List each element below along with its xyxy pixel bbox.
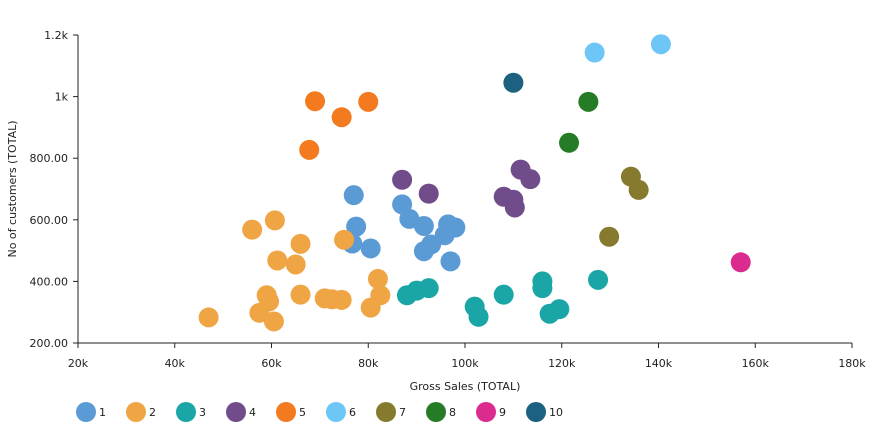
data-point-series-1[interactable] bbox=[440, 251, 461, 272]
legend-item-10[interactable]: 10 bbox=[526, 402, 563, 422]
data-point-series-2[interactable] bbox=[367, 268, 388, 289]
data-point-series-2[interactable] bbox=[290, 233, 311, 254]
data-point-series-4[interactable] bbox=[520, 169, 541, 190]
data-point-series-2[interactable] bbox=[290, 284, 311, 305]
legend-label: 8 bbox=[449, 406, 456, 419]
data-point-series-2[interactable] bbox=[264, 210, 285, 231]
legend-item-3[interactable]: 3 bbox=[176, 402, 206, 422]
data-point-series-1[interactable] bbox=[360, 238, 381, 259]
data-point-series-5[interactable] bbox=[331, 107, 352, 128]
y-tick-label: 1.2k bbox=[44, 29, 68, 42]
legend-item-9[interactable]: 9 bbox=[476, 402, 506, 422]
data-point-series-6[interactable] bbox=[584, 42, 605, 63]
data-point-series-5[interactable] bbox=[358, 91, 379, 112]
legend-item-4[interactable]: 4 bbox=[226, 402, 256, 422]
y-tick-label: 800.00 bbox=[30, 152, 69, 165]
legend-marker-9 bbox=[476, 402, 496, 422]
x-tick-label: 20k bbox=[68, 357, 89, 370]
legend-marker-8 bbox=[426, 402, 446, 422]
data-point-series-2[interactable] bbox=[259, 291, 280, 312]
data-point-series-8[interactable] bbox=[578, 91, 599, 112]
x-tick-label: 40k bbox=[165, 357, 186, 370]
data-point-series-1[interactable] bbox=[445, 217, 466, 238]
data-point-series-1[interactable] bbox=[346, 216, 367, 237]
data-point-series-2[interactable] bbox=[334, 229, 355, 250]
data-point-series-4[interactable] bbox=[392, 169, 413, 190]
data-point-series-4[interactable] bbox=[418, 183, 439, 204]
data-point-series-3[interactable] bbox=[549, 299, 570, 320]
data-point-series-7[interactable] bbox=[599, 226, 620, 247]
y-tick-label: 400.00 bbox=[30, 275, 69, 288]
x-tick-label: 140k bbox=[645, 357, 673, 370]
legend-marker-5 bbox=[276, 402, 296, 422]
x-tick-label: 180k bbox=[838, 357, 866, 370]
legend-marker-6 bbox=[326, 402, 346, 422]
x-ticks: 20k 40k 60k 80k 100k 120k 140k 160k 180k bbox=[68, 343, 866, 370]
legend-item-2[interactable]: 2 bbox=[126, 402, 156, 422]
data-point-series-2[interactable] bbox=[263, 311, 284, 332]
legend-item-7[interactable]: 7 bbox=[376, 402, 406, 422]
legend-label: 6 bbox=[349, 406, 356, 419]
legend-label: 10 bbox=[549, 406, 563, 419]
legend-item-5[interactable]: 5 bbox=[276, 402, 306, 422]
legend-label: 7 bbox=[399, 406, 406, 419]
y-tick-label: 1k bbox=[55, 91, 69, 104]
data-point-series-9[interactable] bbox=[730, 252, 751, 273]
x-axis-title: Gross Sales (TOTAL) bbox=[410, 380, 521, 393]
y-ticks: 200.00 400.00 600.00 800.00 1k 1.2k bbox=[30, 29, 78, 350]
legend-marker-7 bbox=[376, 402, 396, 422]
data-point-series-3[interactable] bbox=[493, 284, 514, 305]
data-point-series-5[interactable] bbox=[305, 91, 326, 112]
legend-label: 4 bbox=[249, 406, 256, 419]
points-layer bbox=[198, 34, 751, 332]
data-point-series-10[interactable] bbox=[503, 72, 524, 93]
data-point-series-1[interactable] bbox=[413, 215, 434, 236]
data-point-series-5[interactable] bbox=[299, 139, 320, 160]
legend-marker-1 bbox=[76, 402, 96, 422]
data-point-series-7[interactable] bbox=[628, 179, 649, 200]
data-point-series-3[interactable] bbox=[418, 278, 439, 299]
x-tick-label: 100k bbox=[451, 357, 479, 370]
data-point-series-2[interactable] bbox=[198, 307, 219, 328]
legend-item-6[interactable]: 6 bbox=[326, 402, 356, 422]
legend-item-1[interactable]: 1 bbox=[76, 402, 106, 422]
data-point-series-3[interactable] bbox=[532, 278, 553, 299]
data-point-series-1[interactable] bbox=[343, 185, 364, 206]
data-point-series-2[interactable] bbox=[370, 285, 391, 306]
legend-marker-10 bbox=[526, 402, 546, 422]
y-tick-label: 600.00 bbox=[30, 214, 69, 227]
data-point-series-2[interactable] bbox=[331, 289, 352, 310]
legend-item-8[interactable]: 8 bbox=[426, 402, 456, 422]
legend-label: 5 bbox=[299, 406, 306, 419]
legend-label: 1 bbox=[99, 406, 106, 419]
data-point-series-3[interactable] bbox=[468, 306, 489, 327]
x-tick-label: 160k bbox=[742, 357, 770, 370]
x-tick-label: 120k bbox=[548, 357, 576, 370]
legend-label: 2 bbox=[149, 406, 156, 419]
y-tick-label: 200.00 bbox=[30, 337, 69, 350]
data-point-series-8[interactable] bbox=[559, 132, 580, 153]
legend-marker-3 bbox=[176, 402, 196, 422]
legend-label: 3 bbox=[199, 406, 206, 419]
data-point-series-6[interactable] bbox=[650, 34, 671, 55]
x-tick-label: 60k bbox=[261, 357, 282, 370]
data-point-series-2[interactable] bbox=[242, 219, 263, 240]
legend-marker-2 bbox=[126, 402, 146, 422]
data-point-series-2[interactable] bbox=[267, 250, 288, 271]
data-point-series-4[interactable] bbox=[504, 197, 525, 218]
x-tick-label: 80k bbox=[358, 357, 379, 370]
legend: 1 2 3 4 5 6 7 8 9 10 bbox=[76, 402, 563, 422]
y-axis-title: No of customers (TOTAL) bbox=[6, 120, 19, 257]
data-point-series-2[interactable] bbox=[285, 254, 306, 275]
legend-label: 9 bbox=[499, 406, 506, 419]
legend-marker-4 bbox=[226, 402, 246, 422]
data-point-series-3[interactable] bbox=[588, 269, 609, 290]
